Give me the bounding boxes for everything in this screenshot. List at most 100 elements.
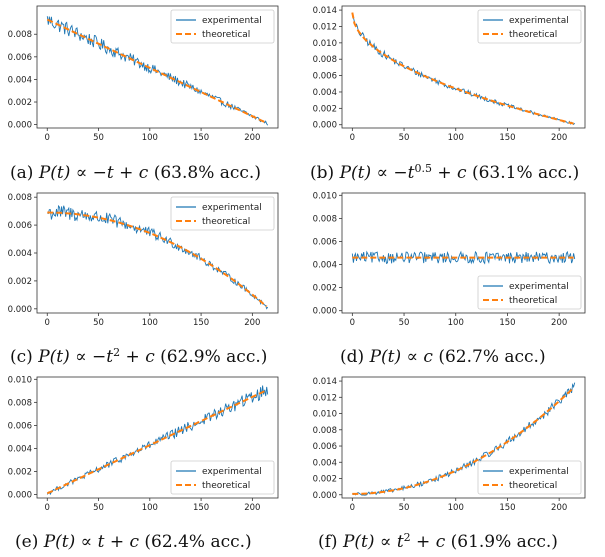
x-tick-label: 200 xyxy=(244,318,260,328)
x-tick-label: 150 xyxy=(193,503,209,513)
x-tick-label: 150 xyxy=(499,318,515,328)
y-tick-label: 0.010 xyxy=(8,375,32,385)
y-tick-label: 0.002 xyxy=(313,475,337,485)
plot-frame xyxy=(341,376,586,499)
y-tick-label: 0.000 xyxy=(8,121,32,131)
x-tick-label: 50 xyxy=(399,503,410,513)
legend-label-theoretical: theoretical xyxy=(509,481,557,491)
legend-label-experimental: experimental xyxy=(509,467,569,477)
x-tick-label: 200 xyxy=(551,503,567,513)
legend-label-experimental: experimental xyxy=(509,282,569,292)
caption-exponent: 0.5 xyxy=(415,162,433,175)
x-tick-label: 200 xyxy=(244,503,260,513)
caption-label: (a) xyxy=(10,163,39,183)
y-tick-label: 0.002 xyxy=(313,284,337,294)
x-tick-label: 50 xyxy=(399,133,410,143)
y-tick-label: 0.008 xyxy=(313,426,337,436)
x-tick-label: 100 xyxy=(448,318,464,328)
chart-panel-c: 0 50 100 150 200 0.000 0.002 0.004 0.006 0.008 exp… xyxy=(8,192,279,368)
series-theoretical-line xyxy=(46,389,268,495)
legend-box xyxy=(477,275,582,310)
x-tick-label: 50 xyxy=(93,318,104,328)
caption-accuracy: (63.8% acc.) xyxy=(148,163,261,183)
chart-panel-f: 0 50 100 150 200 0.000 0.002 0.004 0.006 0.008 0.0… xyxy=(313,376,586,553)
caption-formula-rest: + c xyxy=(411,532,446,552)
y-tick-label: 0.002 xyxy=(8,467,32,477)
panel-caption: (b) P(t) ∝ −t0.5 + c (63.1% acc.) xyxy=(310,162,579,184)
caption-formula: P(t) ∝ −t + c xyxy=(38,163,149,183)
y-tick-label: 0.014 xyxy=(313,6,337,16)
plot-frame xyxy=(341,5,586,129)
y-tick-label: 0.004 xyxy=(313,88,337,98)
x-tick-label: 200 xyxy=(244,133,260,143)
legend-box xyxy=(170,460,275,495)
y-tick-label: 0.006 xyxy=(8,221,32,231)
y-tick-label: 0.004 xyxy=(313,458,337,468)
x-tick-label: 150 xyxy=(193,133,209,143)
caption-accuracy: (62.4% acc.) xyxy=(139,532,252,552)
plot-frame xyxy=(36,376,279,499)
legend: experimental theoretical xyxy=(170,196,275,231)
y-tick-label: 0.002 xyxy=(8,98,32,108)
caption-accuracy: (62.9% acc.) xyxy=(155,347,268,367)
chart-panel-e: 0 50 100 150 200 0.000 0.002 0.004 0.006 0.008 0.0… xyxy=(8,375,279,552)
chart-panel-a: 0 50 100 150 200 0.000 0.002 0.004 0.006 0.008 exp… xyxy=(8,5,279,183)
caption-label: (d) xyxy=(340,347,370,367)
series-theoretical-line xyxy=(352,386,575,495)
caption-formula-rest: + c xyxy=(432,163,467,183)
legend-label-experimental: experimental xyxy=(202,203,262,213)
y-tick-label: 0.010 xyxy=(313,410,337,420)
legend-label-experimental: experimental xyxy=(202,467,262,477)
legend-label-theoretical: theoretical xyxy=(202,30,250,40)
x-tick-label: 200 xyxy=(551,318,567,328)
caption-label: (f) xyxy=(318,532,343,552)
legend: experimental theoretical xyxy=(477,275,582,310)
chart-panel-b: 0 50 100 150 200 0.000 0.002 0.004 0.006 0.008 0.0… xyxy=(310,5,586,184)
caption-accuracy: (63.1% acc.) xyxy=(467,163,580,183)
y-tick-label: 0.002 xyxy=(313,104,337,114)
y-tick-label: 0.012 xyxy=(313,393,337,403)
y-tick-label: 0.008 xyxy=(313,55,337,65)
caption-formula: P(t) ∝ c xyxy=(369,347,434,367)
x-tick-label: 50 xyxy=(93,503,104,513)
x-tick-label: 200 xyxy=(551,133,567,143)
caption-exponent: 2 xyxy=(404,531,411,544)
x-tick-label: 150 xyxy=(499,503,515,513)
x-tick-label: 0 xyxy=(45,503,50,513)
legend: experimental theoretical xyxy=(477,9,582,44)
x-tick-label: 0 xyxy=(45,318,50,328)
y-tick-label: 0.004 xyxy=(8,249,32,259)
caption-label: (b) xyxy=(310,163,340,183)
y-tick-label: 0.012 xyxy=(313,22,337,32)
y-tick-label: 0.000 xyxy=(313,307,337,317)
caption-accuracy: (62.7% acc.) xyxy=(433,347,546,367)
y-tick-label: 0.008 xyxy=(8,30,32,40)
plot-frame xyxy=(341,192,586,314)
x-tick-label: 150 xyxy=(193,318,209,328)
x-tick-label: 0 xyxy=(350,133,355,143)
legend: experimental theoretical xyxy=(170,460,275,495)
y-tick-label: 0.008 xyxy=(313,214,337,224)
y-tick-label: 0.004 xyxy=(8,75,32,85)
x-tick-label: 150 xyxy=(499,133,515,143)
panel-caption: (d) P(t) ∝ c (62.7% acc.) xyxy=(340,347,546,367)
panel-caption: (f) P(t) ∝ t2 + c (61.9% acc.) xyxy=(318,531,558,553)
legend-box xyxy=(477,460,582,495)
panel-caption: (c) P(t) ∝ −t2 + c (62.9% acc.) xyxy=(10,346,267,368)
caption-label: (e) xyxy=(15,532,44,552)
y-tick-label: 0.000 xyxy=(313,491,337,501)
series-experimental-line xyxy=(47,204,269,310)
x-tick-label: 50 xyxy=(399,318,410,328)
caption-label: (c) xyxy=(10,347,38,367)
x-tick-label: 100 xyxy=(142,503,158,513)
caption-formula-rest: + c xyxy=(120,347,155,367)
legend-label-experimental: experimental xyxy=(509,16,569,26)
y-tick-label: 0.004 xyxy=(8,444,32,454)
y-tick-label: 0.014 xyxy=(313,377,337,387)
legend: experimental theoretical xyxy=(170,9,275,44)
plot-frame xyxy=(36,5,279,129)
caption-formula: P(t) ∝ t xyxy=(342,532,404,552)
x-tick-label: 50 xyxy=(93,133,104,143)
legend-box xyxy=(170,9,275,44)
